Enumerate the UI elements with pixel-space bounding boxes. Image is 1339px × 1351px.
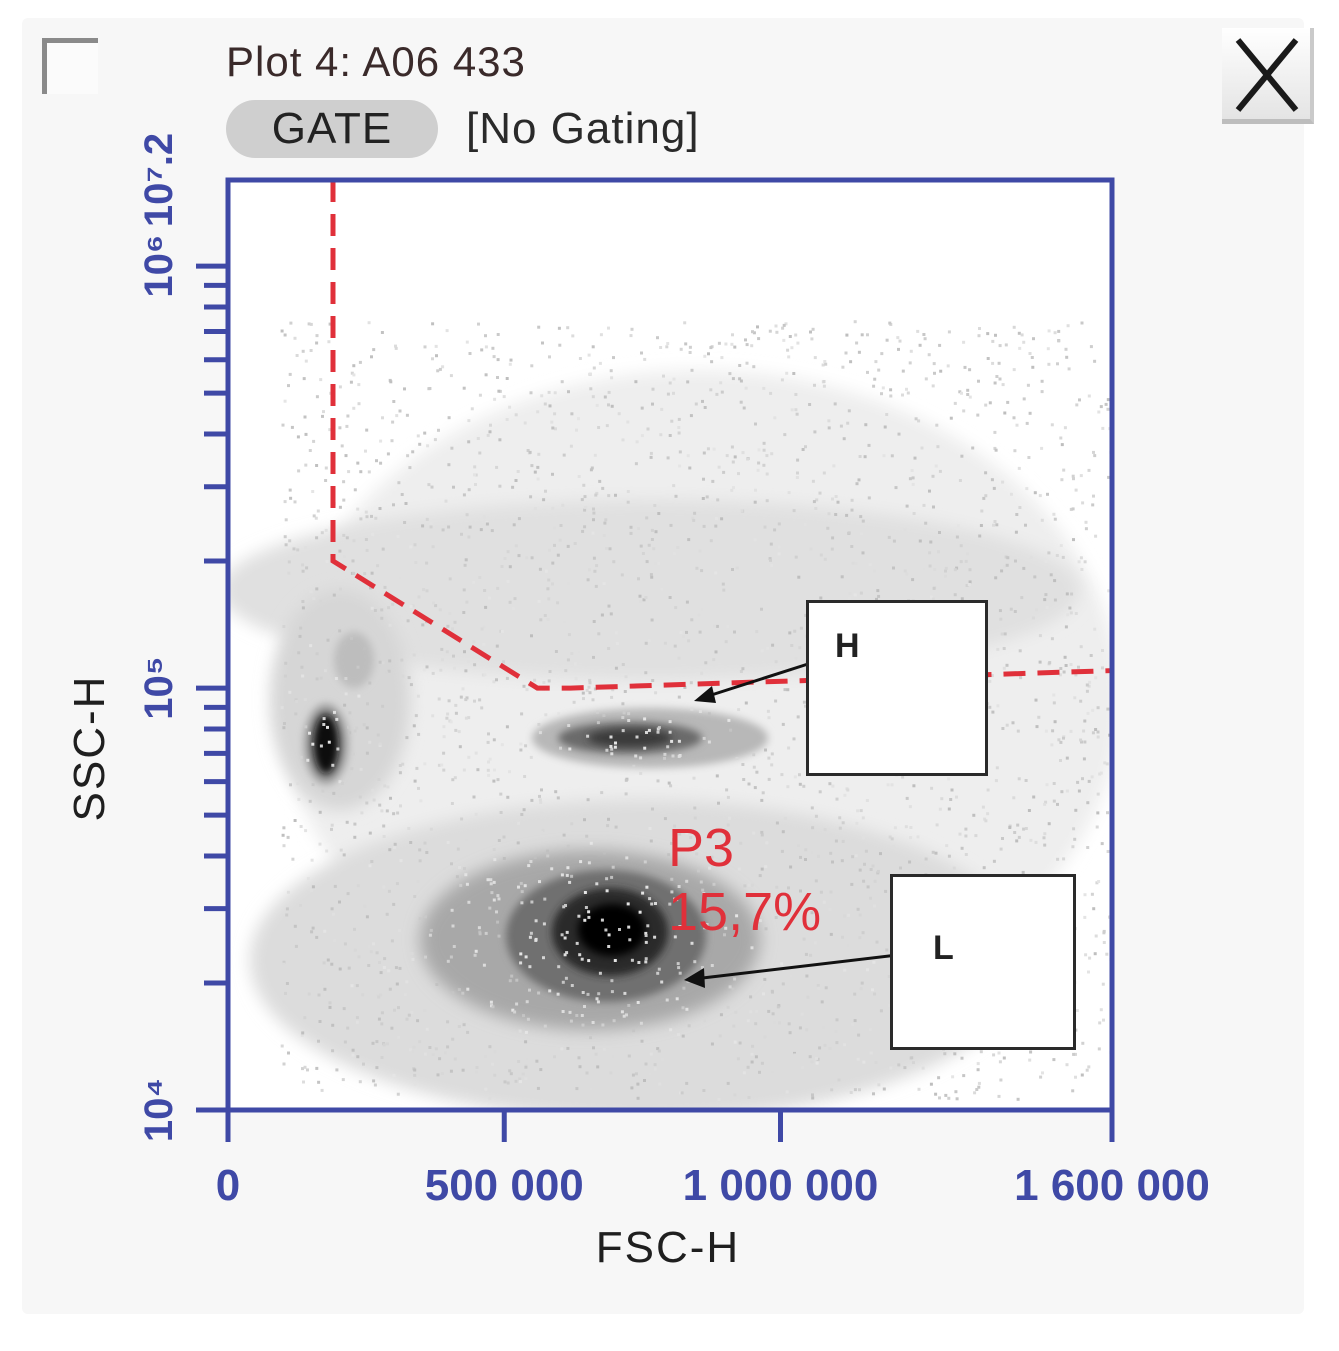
density-blob (270, 590, 410, 810)
y-tick-label: 10⁷.2 (137, 133, 181, 227)
close-icon (1235, 38, 1299, 112)
gate-percent-label: 15,7% (668, 882, 821, 942)
x-tick-label: 1 000 000 (683, 1161, 879, 1210)
y-axis-title: SSC-H (65, 675, 114, 822)
x-axis-ticks: 0 500 000 1 000 000 1 600 000 (216, 1110, 1210, 1210)
x-tick-label: 500 000 (425, 1161, 584, 1210)
arrow-l (693, 952, 907, 981)
select-checkbox[interactable] (42, 38, 98, 94)
x-tick-label: 0 (216, 1161, 240, 1210)
annotation-box-l: L (890, 874, 1076, 1050)
plot-title: Plot 4: A06 433 (226, 38, 526, 85)
density-blob (578, 904, 646, 956)
arrow-l-head (684, 968, 705, 988)
plot-frame (225, 177, 1115, 1113)
annotation-label-l: L (933, 929, 954, 967)
gating-status: [No Gating] (466, 104, 700, 153)
x-tick-label: 1 600 000 (1014, 1161, 1210, 1210)
gate-button[interactable]: GATE (226, 100, 438, 158)
y-axis-ticks: 10⁴ 10⁵ 10⁶ 10⁷.2 (137, 133, 228, 1142)
annotation-box-h: H (806, 600, 988, 776)
y-tick-label: 10⁶ (137, 235, 181, 298)
density-blob (588, 729, 672, 747)
close-button[interactable] (1222, 28, 1314, 124)
y-tick-label: 10⁴ (137, 1078, 181, 1142)
annotation-arrows (684, 662, 907, 988)
x-axis-title: FSC-H (596, 1223, 740, 1272)
arrow-h-head (694, 686, 716, 703)
annotation-label-h: H (835, 627, 860, 665)
gate-name-label: P3 (668, 818, 734, 878)
density-blob (313, 714, 339, 774)
y-tick-label: 10⁵ (137, 656, 181, 719)
arrow-h (701, 662, 809, 700)
density-blob (334, 632, 374, 688)
